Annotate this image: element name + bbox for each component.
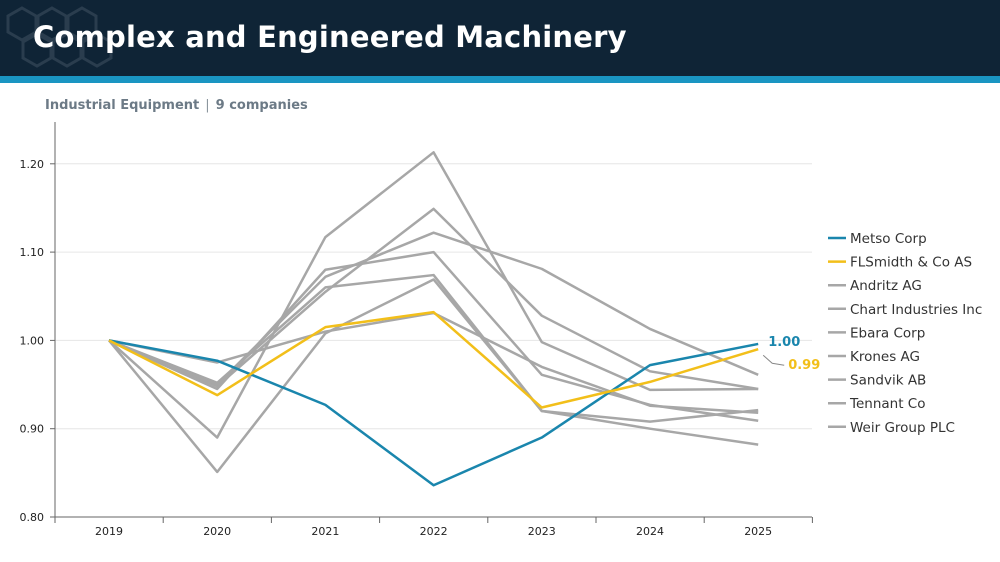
legend-label: Sandvik AB [850, 373, 926, 389]
hexagon-pattern-icon [6, 6, 113, 68]
x-tick-label: 2020 [203, 525, 231, 538]
series-line-weir-group-plc [108, 231, 759, 386]
chart-subtitle: Industrial Equipment | 9 companies [45, 98, 308, 113]
company-count: 9 companies [215, 98, 308, 113]
legend-label: Ebara Corp [850, 325, 925, 341]
series-line-flsmidth-co-as [108, 310, 759, 409]
header-bar: Complex and Engineered Machinery [0, 0, 1000, 76]
axes: 0.80 0.90 1.00 1.10 1.20 2019 2020 2021 2022 2023… [20, 122, 813, 538]
series-line-tennant-co [108, 207, 759, 391]
y-tick-label: 1.00 [20, 334, 45, 347]
end-value-label: 1.00 [768, 335, 800, 350]
x-tick-label: 2025 [744, 525, 772, 538]
subtitle-separator: | [205, 98, 210, 113]
legend-label: Andritz AG [850, 278, 922, 294]
x-tick-label: 2023 [528, 525, 556, 538]
y-tick-label: 1.10 [20, 246, 45, 259]
sector-label: Industrial Equipment [45, 98, 200, 113]
header-accent-stripe [0, 76, 1000, 83]
legend-label: Metso Corp [850, 231, 927, 247]
legend-label: Tennant Co [849, 396, 925, 412]
x-tick-label: 2021 [311, 525, 339, 538]
end-label-leader [762, 354, 785, 366]
x-tick-label: 2024 [636, 525, 664, 538]
legend: Metso Corp FLSmidth & Co AS Andritz AG Char… [828, 231, 982, 436]
legend-label: Krones AG [850, 349, 920, 365]
legend-label: Chart Industries Inc [850, 302, 982, 318]
series-line-sandvik-ab [108, 273, 759, 446]
series-line-metso-corp [108, 339, 759, 487]
legend-label: FLSmidth & Co AS [850, 255, 972, 271]
x-tick-label: 2022 [420, 525, 448, 538]
series-lines: 1.00 0.99 [108, 151, 820, 487]
end-value-label: 0.99 [788, 358, 820, 373]
x-tick-label: 2019 [95, 525, 123, 538]
series-line-ebara-corp [108, 151, 759, 439]
y-tick-label: 0.80 [20, 511, 45, 524]
y-tick-label: 0.90 [20, 423, 45, 436]
page-title: Complex and Engineered Machinery [33, 20, 627, 54]
legend-label: Weir Group PLC [850, 420, 955, 436]
series-line-chart-industries-inc [108, 278, 759, 474]
y-tick-label: 1.20 [20, 158, 45, 171]
series-line-krones-ag [108, 250, 759, 422]
